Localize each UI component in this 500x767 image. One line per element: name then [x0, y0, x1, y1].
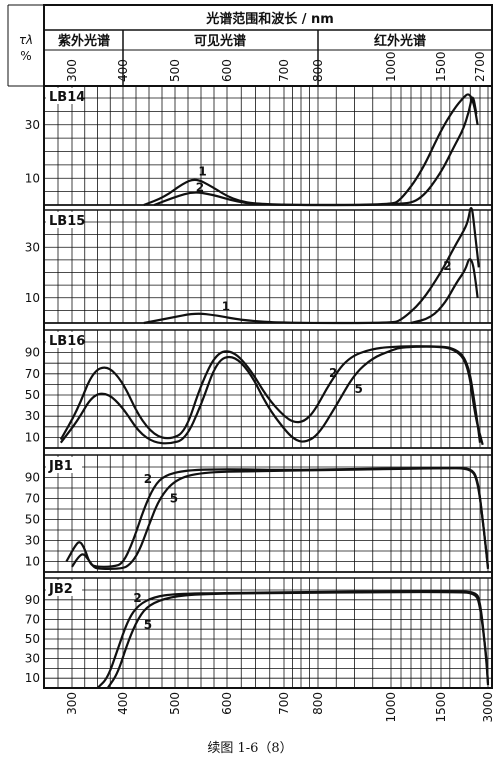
y-axis-unit: %: [20, 49, 31, 63]
bottom-tick-label: 300: [65, 692, 79, 715]
panel-name-bg: [46, 212, 82, 228]
panel-name-bg: [46, 580, 82, 596]
bottom-tick-label: 1000: [384, 692, 398, 723]
curve-LB14-2: [153, 96, 478, 207]
region-label-2: 红外光谱: [374, 33, 426, 49]
curve-label: 2: [144, 472, 152, 486]
y-tick-label: 10: [25, 555, 40, 569]
y-tick-label: 30: [25, 240, 40, 254]
y-tick-label: 10: [25, 291, 40, 305]
panel-name: JB1: [48, 459, 73, 474]
top-tick-label: 2700: [473, 51, 487, 82]
curve-LB16-5: [59, 345, 484, 446]
curve-label: 1: [222, 299, 230, 313]
panel-name-bg: [46, 88, 82, 104]
y-tick-label: 30: [25, 534, 40, 548]
panel-name: LB14: [49, 90, 85, 105]
panel-name-bg: [46, 332, 82, 348]
y-tick-label: 90: [25, 471, 40, 485]
y-tick-label: 30: [25, 409, 40, 423]
y-tick-label: 50: [25, 513, 40, 527]
top-tick-label: 1000: [384, 51, 398, 82]
y-tick-label: 50: [25, 632, 40, 646]
bottom-tick-label: 3000: [481, 692, 495, 723]
top-tick-label: 600: [220, 59, 234, 82]
panel-name: LB15: [49, 214, 85, 229]
y-tick-label: 70: [25, 367, 40, 381]
y-tick-label: 30: [25, 118, 40, 132]
curve-label: 2: [329, 366, 337, 380]
y-tick-label: 90: [25, 593, 40, 607]
curve-label: 2: [196, 181, 204, 195]
bottom-tick-label: 1500: [434, 692, 448, 723]
y-axis-symbol: τλ: [19, 33, 33, 47]
curve-label: 5: [144, 618, 152, 632]
bottom-tick-label: 500: [168, 692, 182, 715]
curve-label: 2: [443, 259, 451, 273]
curve-label: 2: [133, 591, 141, 605]
y-tick-label: 10: [25, 430, 40, 444]
bottom-tick-label: 700: [277, 692, 291, 715]
bottom-tick-label: 400: [116, 692, 130, 715]
figure-caption: 续图 1-6（8）: [207, 741, 292, 756]
y-tick-label: 30: [25, 652, 40, 666]
curve-JB2-5: [106, 590, 490, 689]
top-tick-label: 1500: [434, 51, 448, 82]
y-tick-label: 70: [25, 612, 40, 626]
bottom-tick-label: 600: [220, 692, 234, 715]
panel-name: LB16: [49, 334, 85, 349]
top-tick-label: 400: [116, 59, 130, 82]
curve-JB1-2: [65, 467, 490, 568]
y-tick-label: 10: [25, 171, 40, 185]
top-tick-label: 300: [65, 59, 79, 82]
header-title: 光谱范围和波长 / nm: [205, 11, 334, 27]
curve-LB15-1: [143, 206, 480, 325]
y-tick-label: 70: [25, 492, 40, 506]
bottom-tick-label: 800: [311, 692, 325, 715]
curve-label: 1: [198, 165, 206, 179]
panel-name: JB2: [48, 582, 73, 597]
panel-name-bg: [46, 457, 82, 473]
top-tick-label: 500: [168, 59, 182, 82]
y-tick-label: 50: [25, 388, 40, 402]
top-tick-label: 800: [311, 59, 325, 82]
region-label-0: 紫外光谱: [58, 33, 110, 49]
curve-LB15-2: [410, 258, 479, 325]
curve-label: 5: [355, 382, 363, 396]
region-label-1: 可见光谱: [194, 33, 246, 49]
top-tick-label: 700: [277, 59, 291, 82]
curve-label: 5: [170, 492, 178, 506]
curve-JB1-5: [71, 467, 490, 570]
curve-LB16-2: [59, 345, 482, 443]
y-tick-label: 90: [25, 346, 40, 360]
y-tick-label: 10: [25, 671, 40, 685]
